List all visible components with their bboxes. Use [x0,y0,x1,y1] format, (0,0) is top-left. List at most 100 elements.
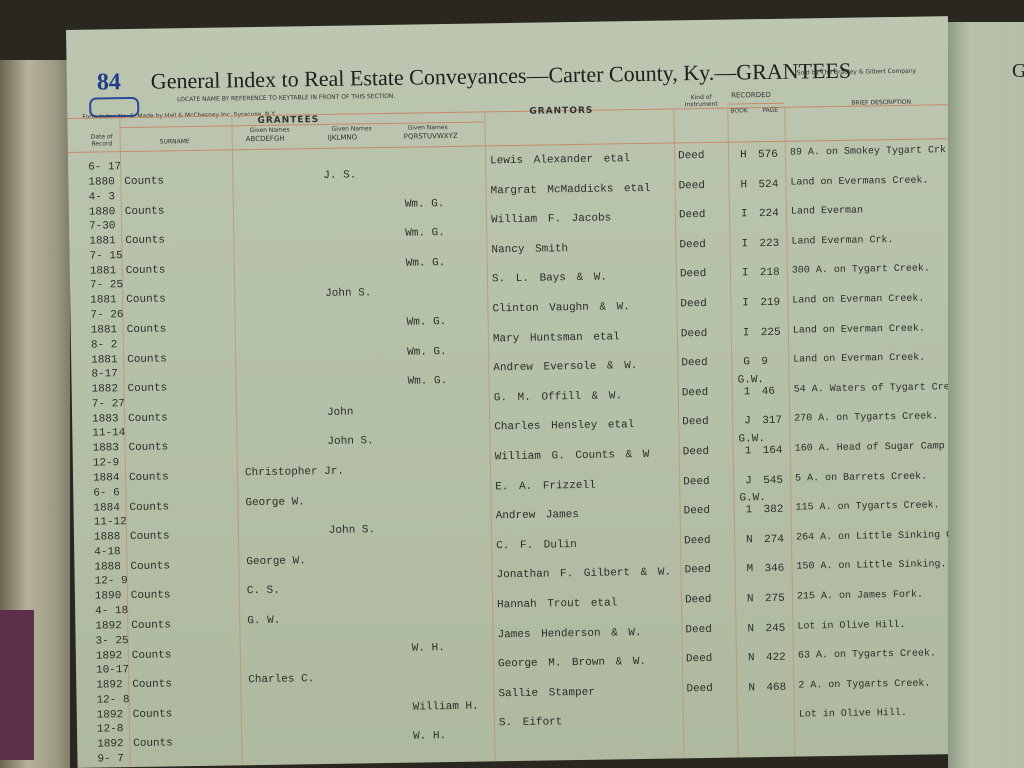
record-year: 1880 [88,176,115,189]
record-date: 3- 25 [95,634,129,648]
grantor-name: Margrat McMaddicks etal [490,182,651,197]
grantee-surname: Counts [128,441,169,455]
record-year: 1883 [92,413,119,426]
book-note: G.W. [738,433,766,446]
record-date: 8- 2 [90,338,118,352]
grantor-name: Mary Huntsman etal [492,330,620,345]
brief-description: 2 A. on Tygarts Creek. [798,678,931,692]
page-number-cell: 245 [765,622,786,635]
page-number-cell: 223 [759,237,780,250]
book-number: I [741,238,749,251]
right-page-letter: G [1012,60,1024,82]
record-date: 7- 27 [91,397,125,411]
record-year: 1882 [91,383,119,396]
book-number: I [740,208,748,221]
record-year: 1884 [92,472,120,485]
instrument-kind: Deed [679,268,707,281]
record-date: 8-17 [91,368,118,381]
grantee-given-name: Wm. G. [407,345,447,359]
entries: 6- 17 1880 Counts J. S. Lewis Alexander etal… [66,16,969,768]
grantee-given-name: G. W. [247,614,281,628]
grantor-name: William F. Jacobs [490,212,612,227]
grantee-surname: Counts [125,234,166,248]
brief-description: 115 A. on Tygarts Creek. [795,500,940,514]
record-date: 7- 25 [89,279,124,293]
record-date: 12-9 [92,457,120,470]
grantor-name: Hannah Trout etal [496,597,618,612]
grantee-given-name: Wm. G. [406,316,447,329]
grantor-name: Andrew Eversole & W. [493,360,638,375]
grantor-name: Andrew James [495,509,579,523]
instrument-kind: Deed [681,357,708,370]
record-date: 4- 3 [88,190,116,204]
record-date: 4- 18 [95,605,129,618]
grantor-name: Charles Hensley etal [494,419,635,434]
record-date: 11-14 [92,427,126,441]
grantor-name: Clinton Vaughn & W. [492,301,630,316]
record-year: 1881 [91,353,118,367]
page-number-cell: 346 [764,563,785,576]
grantor-name: Jonathan F. Gilbert & W. [496,566,672,582]
page-number-cell: 545 [763,474,784,487]
grantor-name: James Henderson & W. [497,626,642,641]
record-date: 4-18 [94,546,121,559]
instrument-kind: Deed [678,209,706,222]
record-date: 12- 8 [96,693,130,707]
brief-description: Land on Everman Creek. [793,352,926,366]
grantee-given-name: John [326,406,354,419]
instrument-kind: Deed [681,386,709,400]
instrument-kind: Deed [682,416,709,429]
grantor-name: William G. Counts & W [494,448,650,464]
brief-description: 264 A. on Little Sinking Cr. [795,529,965,544]
page-number-cell: 468 [766,681,787,694]
instrument-kind: Deed [685,653,713,666]
grantee-given-name: W. H. [413,730,447,744]
grantor-name: E. A. Frizzell [495,479,596,493]
record-year: 1881 [90,294,117,308]
right-page: G [948,22,1024,768]
page-number-cell: 9 [761,356,769,369]
brief-description: 150 A. on Little Sinking. [796,559,947,573]
book-number: N [747,652,755,665]
book-number: N [748,682,756,695]
grantee-surname: Counts [130,560,171,573]
grantor-name: George M. Brown & W. [497,656,647,671]
left-page: 84 General Index to Real Estate Conveyan… [66,16,969,768]
record-year: 1892 [96,708,124,722]
brief-description: Land Everman Crk. [791,234,894,248]
brief-description: 270 A. on Tygarts Creek. [794,411,939,425]
page-number-cell: 225 [760,326,781,339]
page-number-cell: 576 [757,148,778,162]
record-year: 1881 [89,235,116,248]
record-year: 1890 [94,590,122,604]
record-year: 1881 [89,265,117,278]
record-year: 1881 [90,324,118,337]
grantee-surname: Counts [129,501,170,514]
page-number-cell: 164 [762,444,783,458]
book-number: 1 [745,504,753,517]
brief-description: Land on Evermans Creek. [790,175,929,189]
book-number: J [744,415,751,428]
book-number: H [739,149,747,162]
page-number-cell: 275 [764,592,785,606]
grantor-name: Sallie Stamper [498,686,595,701]
grantee-given-name: Christopher Jr. [244,465,345,480]
page-number-cell: 382 [763,503,784,517]
grantor-name: S. L. Bays & W. [491,271,608,286]
record-year: 1892 [95,649,123,663]
page-number-cell: 274 [764,533,784,546]
grantee-surname: Counts [127,353,167,366]
grantee-given-name: Wm. G. [404,197,445,211]
instrument-kind: Deed [682,445,710,459]
grantee-surname: Counts [128,412,168,425]
grantee-surname: Counts [124,175,165,189]
book-number: J [745,474,752,487]
grantor-name: S. Eifort [498,716,563,730]
brief-description: 300 A. on Tygart Creek. [791,263,930,278]
bookmark [0,610,34,760]
record-date: 6- 6 [93,486,120,500]
record-date: 6- 17 [88,161,122,174]
grantee-surname: Counts [126,293,166,307]
grantee-surname: Counts [130,589,171,603]
book-number: 1 [743,386,751,399]
